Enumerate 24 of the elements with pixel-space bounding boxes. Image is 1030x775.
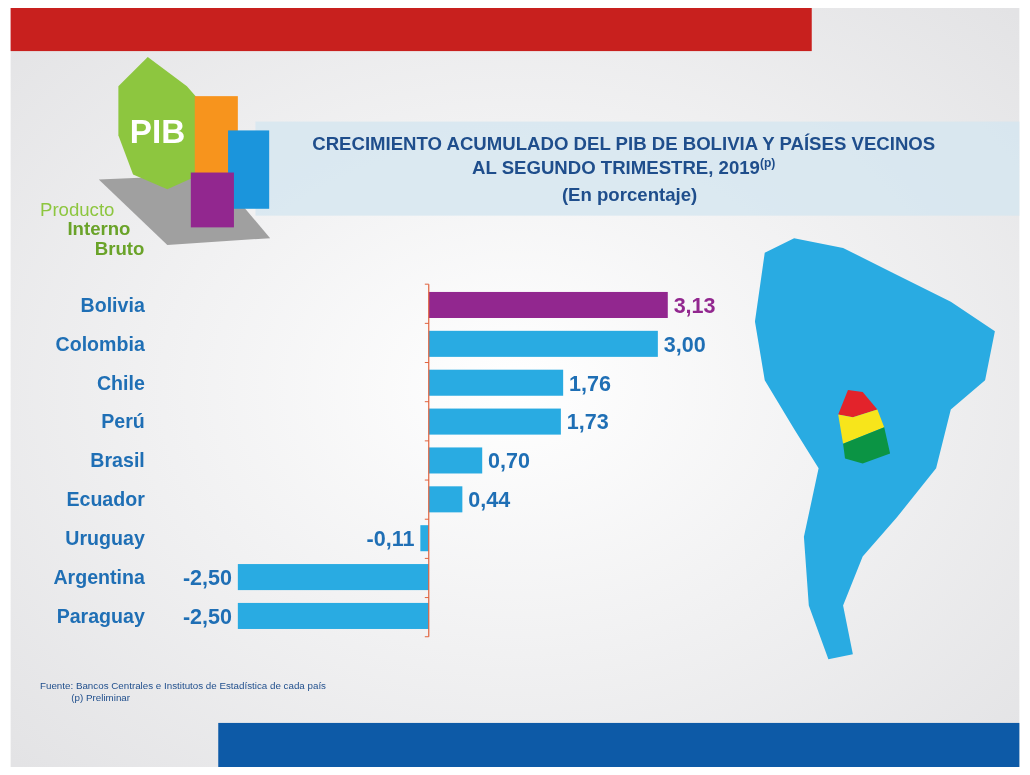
data-label: 1,76 (569, 371, 611, 396)
data-label: 1,73 (566, 410, 609, 435)
y-tick-label: Brasil (90, 449, 145, 472)
source-note: Fuente: Bancos Centrales e Institutos de Estadística de cada país (40, 679, 327, 691)
y-tick-label: Uruguay (65, 527, 145, 550)
y-tick-label: Chile (96, 371, 145, 394)
data-label: 0,44 (468, 488, 511, 513)
y-tick-label: Paraguay (56, 604, 145, 627)
data-label: 3,00 (663, 332, 706, 357)
data-label: -2,50 (182, 565, 232, 590)
y-tick-label: Bolivia (80, 293, 146, 316)
chart-title: CRECIMIENTO ACUMULADO DEL PIB DE BOLIVIA Y PAÍSES VECINOS AL SEGUNDO TRIMESTRE, 2019$^{(p)}$ (312, 133, 936, 178)
y-tick-label: Argentina (53, 565, 146, 588)
text: Producto Interno Bruto (40, 198, 145, 259)
y-tick-label: Colombia (55, 332, 146, 355)
y-tick-label: Ecuador (66, 488, 146, 511)
data-label: 3,13 (673, 293, 716, 318)
data-label: -2,50 (182, 604, 232, 629)
data-label: 0,70 (488, 449, 531, 474)
chart-subtitle: (En porcentaje) (561, 183, 698, 205)
text: PIB (129, 113, 186, 151)
data-label: -0,11 (366, 527, 415, 552)
text: (p) Preliminar (71, 692, 131, 704)
y-tick-label: Perú (101, 410, 145, 433)
